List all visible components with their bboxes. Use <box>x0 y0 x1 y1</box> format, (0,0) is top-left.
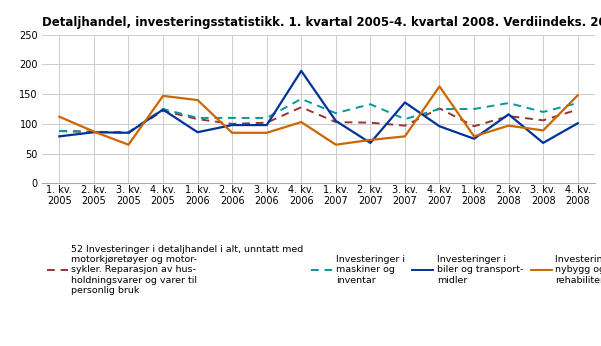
Legend: 52 Investeringer i detaljhandel i alt, unntatt med
motorkjøretøyer og motor-
syk: 52 Investeringer i detaljhandel i alt, u… <box>47 245 601 295</box>
Text: Detaljhandel, investeringsstatistikk. 1. kvartal 2005-4. kvartal 2008. Verdiinde: Detaljhandel, investeringsstatistikk. 1.… <box>42 16 601 29</box>
